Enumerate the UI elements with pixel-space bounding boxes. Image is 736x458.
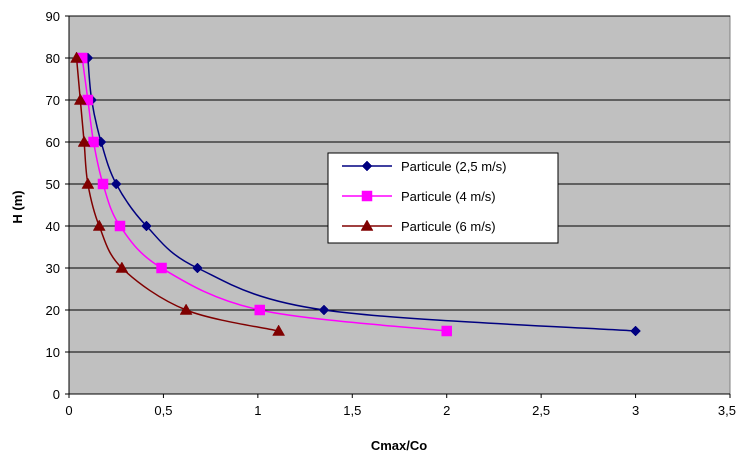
y-tick-label-3: 30	[46, 261, 60, 276]
data-point-square-7	[441, 325, 452, 337]
data-point-triangle-1	[73, 93, 87, 105]
series-line-diamond	[87, 57, 636, 332]
legend-label-triangle: Particule (6 m/s)	[401, 219, 496, 234]
y-tick-label-4: 40	[46, 219, 60, 234]
legend: Particule (2,5 m/s) Particule (4 m/s) Part…	[327, 152, 559, 244]
y-tick-label-6: 60	[46, 135, 60, 150]
data-point-diamond-6	[318, 304, 330, 316]
axes	[68, 16, 730, 395]
legend-marker-triangle	[360, 219, 374, 231]
y-axis-ticks: 0 10 20 30 40 50 60 70 80 90	[46, 9, 69, 402]
x-tick-label-2: 1	[254, 403, 261, 418]
y-axis-title: H (m)	[10, 190, 25, 223]
data-point-triangle-3	[81, 177, 95, 189]
y-tick-label-2: 20	[46, 303, 60, 318]
series-square	[76, 52, 452, 337]
x-axis-title: Cmax/Co	[371, 438, 427, 453]
y-tick-label-8: 80	[46, 51, 60, 66]
y-tick-label-9: 90	[46, 9, 60, 24]
x-tick-label-1: 0,5	[154, 403, 172, 418]
x-tick-label-7: 3,5	[718, 403, 736, 418]
x-tick-label-6: 3	[632, 403, 639, 418]
data-point-square-4	[114, 220, 126, 232]
y-tick-label-7: 70	[46, 93, 60, 108]
y-tick-label-5: 50	[46, 177, 60, 192]
x-tick-label-3: 1,5	[343, 403, 361, 418]
gridlines	[69, 15, 730, 353]
y-tick-label-1: 10	[46, 345, 60, 360]
data-point-diamond-7	[630, 325, 641, 337]
data-point-square-3	[97, 178, 109, 190]
data-point-triangle-7	[272, 324, 286, 336]
data-point-diamond-3	[110, 178, 122, 190]
series-triangle	[70, 51, 286, 336]
legend-label-diamond: Particule (2,5 m/s)	[401, 159, 506, 174]
data-point-square-6	[254, 304, 265, 316]
data-point-triangle-6	[179, 303, 193, 315]
x-axis-ticks: 0 0,5 1 1,5 2 2,5 3 3,5	[65, 394, 736, 418]
data-point-square-5	[156, 262, 167, 274]
legend-marker-diamond	[361, 160, 373, 172]
data-point-square-2	[88, 136, 99, 148]
legend-label-square: Particule (4 m/s)	[401, 189, 496, 204]
data-point-diamond-5	[192, 262, 203, 274]
data-point-triangle-5	[115, 261, 129, 273]
data-series	[70, 51, 641, 337]
data-point-triangle-4	[92, 219, 106, 231]
data-point-triangle-2	[77, 135, 91, 147]
x-tick-label-0: 0	[65, 403, 72, 418]
data-point-diamond-4	[141, 220, 152, 232]
x-tick-label-4: 2	[443, 403, 450, 418]
x-tick-label-5: 2,5	[532, 403, 550, 418]
data-point-triangle-0	[70, 51, 83, 63]
y-tick-label-0: 0	[53, 387, 60, 402]
legend-marker-square	[361, 190, 373, 202]
